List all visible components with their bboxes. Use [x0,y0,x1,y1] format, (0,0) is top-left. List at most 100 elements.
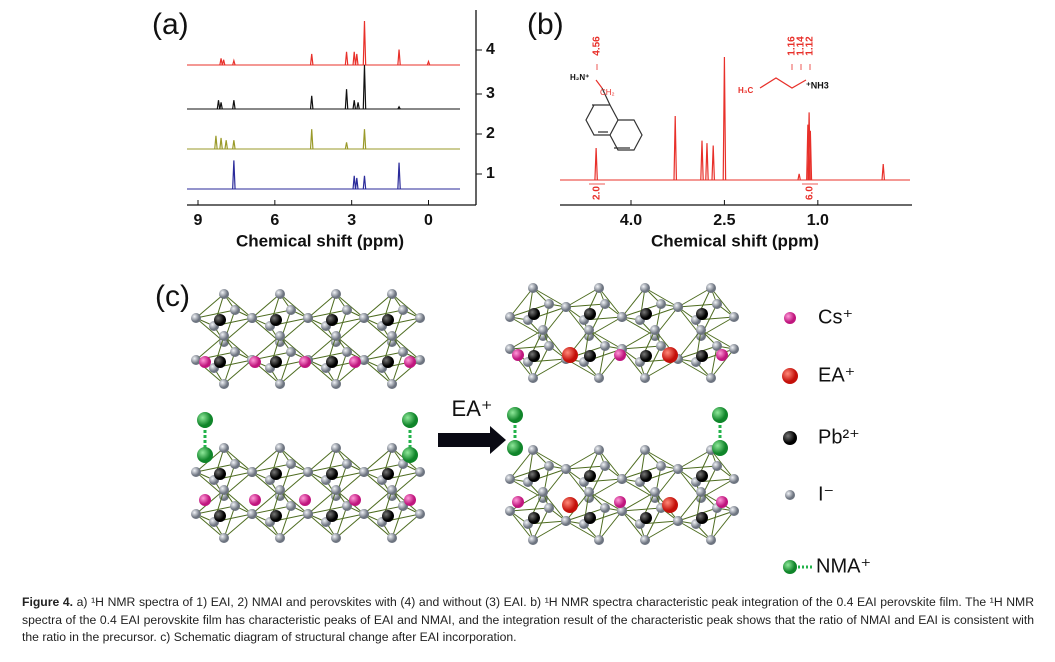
legend-label: EA⁺ [818,364,855,386]
lead [326,468,338,480]
iodide [286,459,296,469]
bond [677,287,712,308]
peak [711,145,716,181]
iodide [387,485,397,495]
legend-label: Cs⁺ [818,306,853,328]
iodide [656,341,666,351]
bond [251,513,281,539]
iodide [617,506,627,516]
nma [197,412,213,428]
axis-title: Chemical shift (ppm) [651,231,819,250]
legend-label: Pb²⁺ [818,426,860,448]
peak [309,129,314,150]
iodide [528,373,538,383]
peak [700,140,704,181]
lead [640,350,652,362]
iodide [600,503,610,513]
arrow [438,426,506,454]
axis-title: Chemical shift (ppm) [236,231,404,250]
iodide [286,305,296,315]
legend-swatch [783,560,797,574]
iodide [303,467,313,477]
iodide [640,283,650,293]
iodide [331,533,341,543]
iodide [359,509,369,519]
bond [195,309,236,319]
iodide [303,509,313,519]
iodide [331,379,341,389]
bond [598,345,606,379]
peak [232,160,236,190]
iodide [387,331,397,341]
x-tick-label: 0 [424,212,433,229]
bond [195,505,236,515]
bond [223,513,253,539]
peak [354,53,359,66]
bond [195,463,236,473]
bond [710,510,735,541]
lead [584,512,596,524]
peak [362,129,367,150]
bond [509,287,534,318]
bond [363,335,393,361]
iodide [729,312,739,322]
cesium [349,494,361,506]
iodide [275,485,285,495]
lead [326,510,338,522]
iodide [342,459,352,469]
iodide [331,331,341,341]
peak [352,51,357,66]
iodide [544,341,554,351]
iodide [387,443,397,453]
iodide [538,325,548,335]
peak-label: 1.16 [787,36,798,56]
bond [195,293,225,319]
legend-label: NMA⁺ [816,555,871,577]
bond [251,317,281,343]
molecule-label: H₃C [738,86,753,95]
cesium [199,356,211,368]
iodide [696,325,706,335]
nma [712,440,728,456]
bond [195,513,225,539]
lead [382,314,394,326]
iodide [247,509,257,519]
bond [565,449,600,470]
bond [598,449,623,480]
lead [584,308,596,320]
iodide [230,501,240,511]
bond [223,471,253,497]
bond [532,449,567,470]
bond [307,513,337,539]
bond [677,303,718,308]
bond [363,471,393,497]
bond [307,489,337,515]
iodide [617,312,627,322]
iodide [275,379,285,389]
bond [195,317,225,343]
iodide [398,305,408,315]
peak [344,142,349,150]
lead [528,350,540,362]
bond [391,317,421,343]
trace-label: 3 [486,85,495,102]
lattice [191,283,739,545]
lead [528,308,540,320]
bond [223,351,236,385]
peak [309,53,314,66]
bond [621,491,656,512]
bond [621,329,656,350]
iodide [303,313,313,323]
peak [362,175,367,190]
iodide [673,516,683,526]
iodide [712,341,722,351]
iodide [359,313,369,323]
bond [307,351,348,361]
iodide [656,299,666,309]
bond [363,351,404,361]
figure: (a) (b) (c) Chemical shift (ppm) Chemica… [152,8,912,577]
iodide [584,487,594,497]
iodide [640,373,650,383]
